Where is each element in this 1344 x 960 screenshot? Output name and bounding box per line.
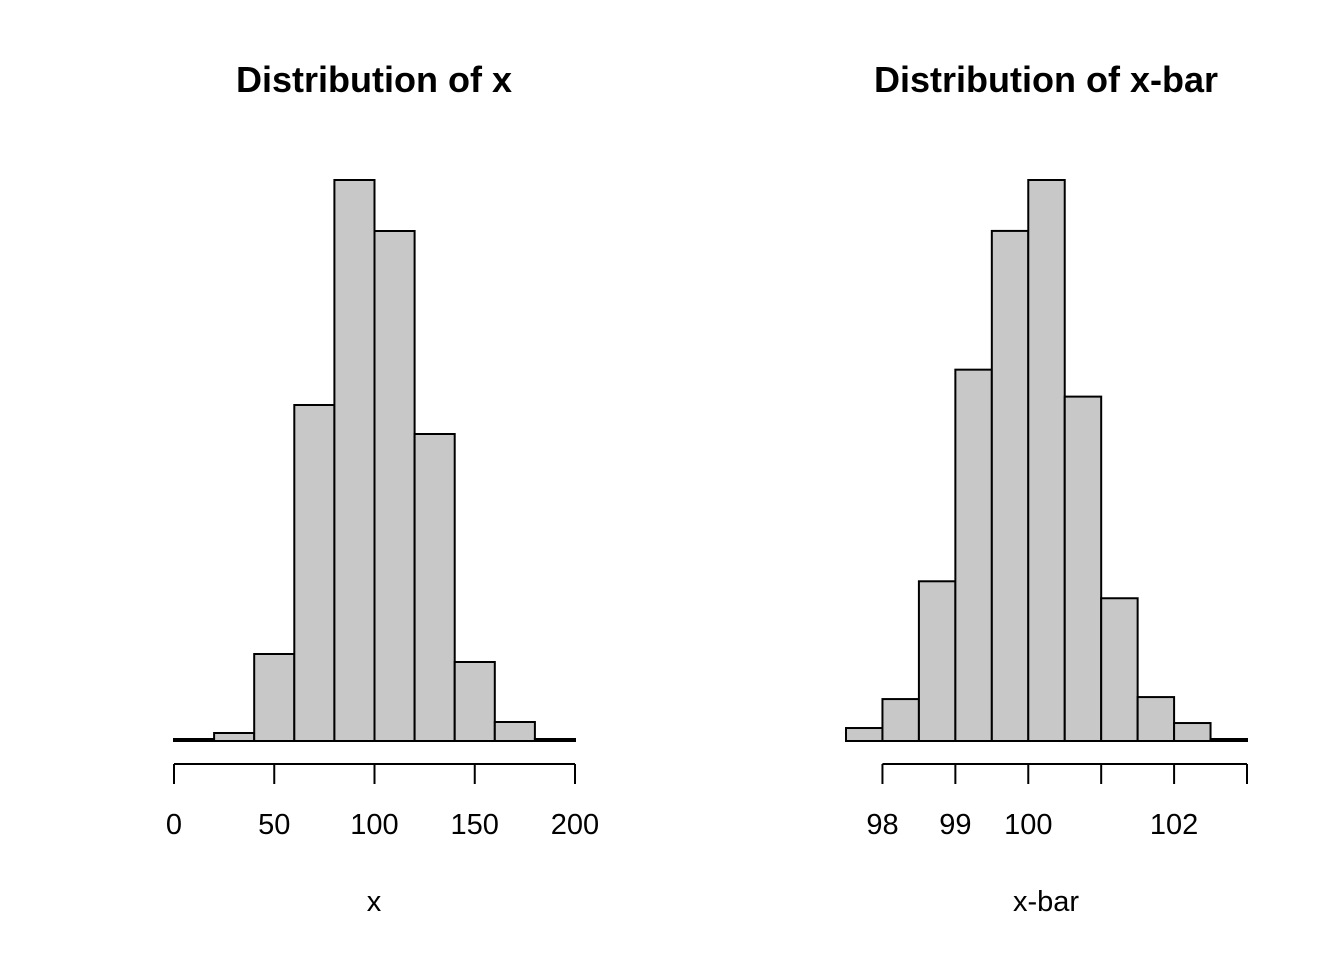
histogram-bar bbox=[954, 368, 993, 742]
histogram-bar bbox=[1136, 696, 1176, 743]
histogram-bar bbox=[213, 732, 256, 742]
bars bbox=[845, 179, 1248, 743]
histogram-bar bbox=[917, 580, 957, 742]
bars bbox=[173, 179, 577, 742]
histogram-bar bbox=[1027, 179, 1066, 742]
x-tick-label: 150 bbox=[451, 809, 499, 841]
chart-title: Distribution of x-bar bbox=[874, 59, 1218, 100]
panel-distribution-of-x: Distribution of x 0 50 100 150 200 x bbox=[166, 59, 599, 918]
histogram-bar bbox=[493, 721, 536, 742]
histogram-bar bbox=[845, 727, 884, 743]
x-axis-label: x-bar bbox=[1013, 886, 1079, 918]
histogram-bar bbox=[1100, 597, 1139, 742]
chart-title: Distribution of x bbox=[236, 59, 512, 100]
x-tick-label: 0 bbox=[166, 809, 182, 841]
x-tick-label: 100 bbox=[1004, 809, 1052, 841]
histogram-bar bbox=[253, 653, 296, 742]
histogram-bar bbox=[990, 229, 1030, 743]
x-tick-label: 200 bbox=[551, 809, 599, 841]
x-tick-label: 50 bbox=[258, 809, 290, 841]
x-ticks: 0 50 100 150 200 bbox=[166, 764, 599, 841]
histogram-bar bbox=[373, 230, 416, 742]
x-axis-label: x bbox=[367, 886, 382, 918]
histogram-bar bbox=[293, 404, 336, 742]
histogram-bar bbox=[413, 433, 456, 742]
histogram-bar bbox=[1063, 395, 1103, 742]
histogram-bar bbox=[881, 698, 920, 742]
x-tick-label: 100 bbox=[350, 809, 398, 841]
histogram-bar bbox=[1173, 722, 1212, 743]
x-tick-label: 99 bbox=[939, 809, 971, 841]
x-tick-label: 102 bbox=[1150, 809, 1198, 841]
histogram-bar bbox=[333, 179, 376, 742]
histogram-bar bbox=[453, 661, 496, 742]
histogram-bar bbox=[173, 738, 216, 742]
x-tick-label: 98 bbox=[866, 809, 898, 841]
histogram-bar bbox=[1209, 738, 1248, 742]
panel-distribution-of-x-bar: Distribution of x-bar 98 99 100 102 x-bar bbox=[845, 59, 1248, 918]
histogram-bar bbox=[533, 738, 577, 742]
x-ticks: 98 99 100 102 bbox=[866, 764, 1248, 841]
